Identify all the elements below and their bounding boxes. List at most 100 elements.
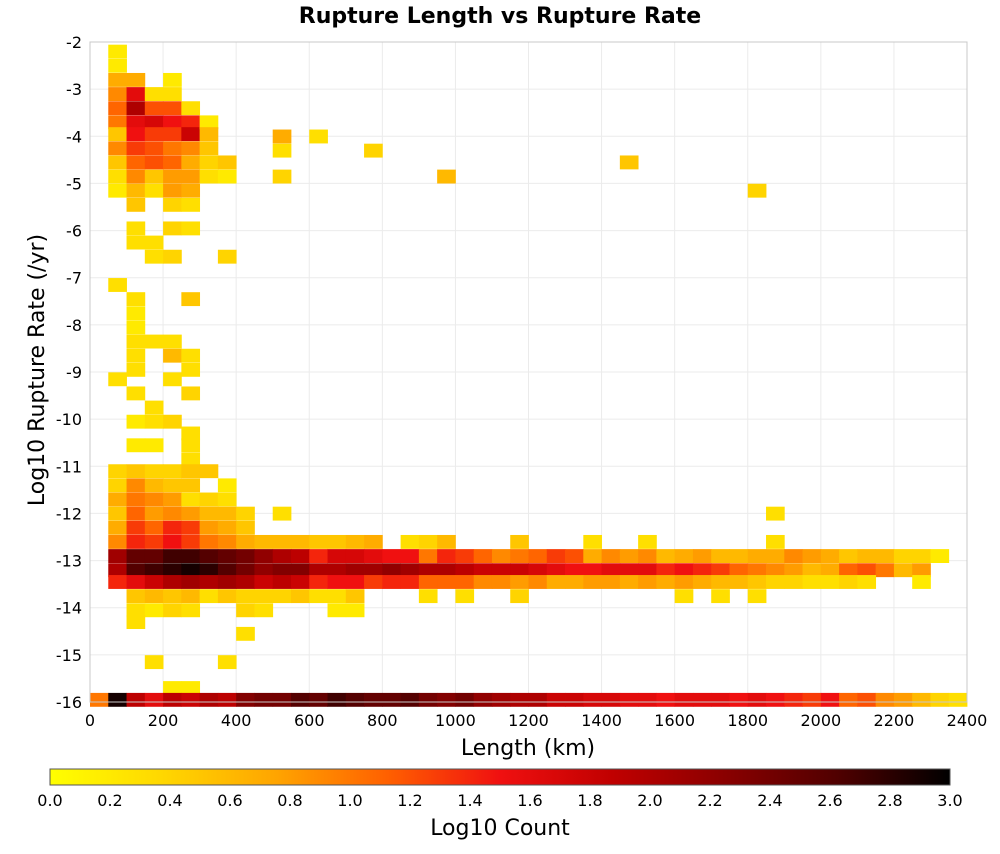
heatmap-cell [236, 506, 255, 521]
x-tick-label: 1600 [654, 711, 695, 730]
heatmap-cell [163, 221, 182, 236]
heatmap-cell [236, 563, 255, 578]
colorbar [49, 768, 951, 786]
heatmap-cell [455, 563, 475, 578]
heatmap-cell [309, 534, 328, 549]
heatmap-cell [126, 603, 146, 618]
heatmap-cell [163, 464, 182, 479]
colorbar-tick-label: 1.0 [337, 791, 362, 810]
heatmap-cell [272, 534, 292, 549]
heatmap-cell [528, 575, 548, 589]
heatmap-cell [272, 169, 292, 184]
heatmap-cell [236, 626, 255, 641]
heatmap-cell [875, 563, 895, 578]
y-tick-label: -15 [56, 646, 82, 665]
heatmap-cell [674, 692, 694, 707]
heatmap-cell [163, 169, 182, 184]
heatmap-cell [126, 520, 146, 535]
heatmap-cell [217, 534, 237, 549]
heatmap-cell [802, 563, 822, 578]
heatmap-cell [163, 101, 182, 116]
colorbar-tick-label: 2.8 [877, 791, 902, 810]
heatmap-cell [711, 549, 730, 563]
colorbar-tick-label: 0.6 [217, 791, 242, 810]
heatmap-cell [290, 692, 310, 707]
heatmap-cell [546, 563, 566, 578]
heatmap-cell [491, 575, 511, 589]
heatmap-cell [163, 334, 182, 349]
heatmap-cell [217, 692, 237, 707]
heatmap-cell [364, 563, 383, 578]
heatmap-cell [126, 183, 146, 198]
heatmap-cell [236, 549, 255, 563]
heatmap-cell [912, 549, 931, 563]
heatmap-cell [418, 549, 438, 563]
heatmap-cell [236, 603, 255, 618]
heatmap-cell [181, 681, 201, 695]
heatmap-cell [163, 249, 182, 264]
heatmap-cell [674, 563, 694, 578]
heatmap-cell [108, 692, 127, 707]
y-tick-label: -9 [66, 363, 82, 382]
heatmap-cell [126, 464, 146, 479]
heatmap-cell [108, 101, 127, 116]
heatmap-cell [126, 141, 146, 156]
heatmap-cell [912, 692, 931, 707]
heatmap-cell [382, 692, 402, 707]
heatmap-cell [455, 549, 475, 563]
heatmap-cell [181, 464, 201, 479]
heatmap-cell [236, 534, 255, 549]
heatmap-cell [163, 534, 182, 549]
heatmap-cell [857, 575, 877, 589]
heatmap-cell [272, 143, 292, 158]
heatmap-cell [126, 221, 146, 236]
x-tick-label: 2000 [800, 711, 841, 730]
heatmap-cell [327, 563, 347, 578]
heatmap-cell [327, 589, 347, 604]
heatmap-cell [254, 563, 274, 578]
heatmap-cell [254, 603, 274, 618]
heatmap-cell [181, 141, 201, 156]
heatmap-cell [382, 575, 402, 589]
heatmap-cell [181, 534, 201, 549]
heatmap-cell [254, 692, 274, 707]
heatmap-cell [491, 549, 511, 563]
heatmap-cell [126, 101, 146, 116]
heatmap-cell [199, 115, 219, 130]
heatmap-cell [126, 115, 146, 130]
heatmap-cell [144, 127, 164, 142]
heatmap-cell [181, 549, 201, 563]
heatmap-cell [126, 534, 146, 549]
heatmap-cell [893, 563, 913, 578]
heatmap-cell [108, 141, 127, 156]
heatmap-cell [126, 506, 146, 521]
heatmap-cell [583, 575, 602, 589]
heatmap-cell [820, 549, 840, 563]
colorbar-tick-label: 2.6 [817, 791, 842, 810]
heatmap-cell [510, 563, 529, 578]
heatmap-cell [802, 692, 822, 707]
heatmap-cell [199, 563, 219, 578]
heatmap-cell [674, 575, 694, 589]
heatmap-cell [144, 589, 164, 604]
heatmap-cell [126, 87, 146, 101]
heatmap-cell [108, 169, 127, 184]
heatmap-cell [546, 549, 566, 563]
heatmap-cell [144, 101, 164, 116]
heatmap-cell [418, 575, 438, 589]
heatmap-cell [181, 452, 201, 467]
heatmap-cell [839, 549, 858, 563]
heatmap-cell [327, 534, 347, 549]
heatmap-cell [638, 692, 657, 707]
heatmap-cell [912, 575, 931, 589]
heatmap-cell [820, 563, 840, 578]
heatmap-cell [217, 492, 237, 507]
x-axis-label: Length (km) [461, 736, 595, 761]
heatmap-cell [491, 563, 511, 578]
heatmap-cell [181, 478, 201, 493]
heatmap-cell [528, 563, 548, 578]
heatmap-cell [217, 520, 237, 535]
heatmap-cell [108, 115, 127, 130]
heatmap-cell [144, 520, 164, 535]
